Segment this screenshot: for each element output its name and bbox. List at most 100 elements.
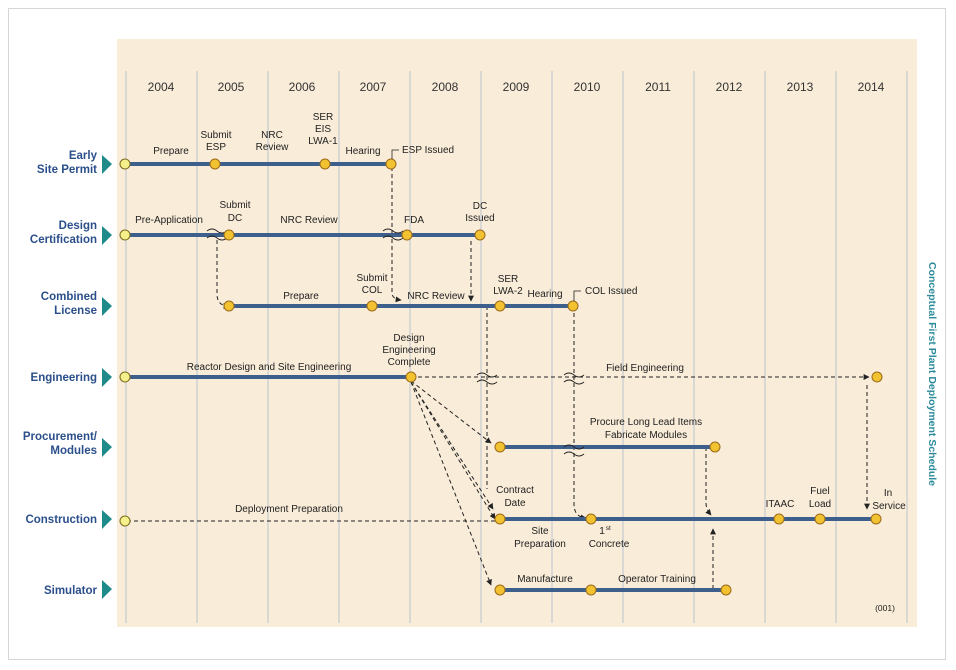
row-label-engineering: Engineering [31, 372, 97, 384]
milestone-manufacture-end [585, 584, 597, 596]
start-milestone [119, 229, 131, 241]
timeline-band [117, 39, 917, 627]
label-operator-training: Operator Training [618, 574, 696, 585]
milestone-sim-start [494, 584, 506, 596]
milestone-submit-esp [209, 158, 221, 170]
row-label-construction: Construction [25, 514, 97, 526]
figure-frame: 2004 2005 2006 2007 2008 2009 2010 2011 … [8, 8, 946, 660]
year-label: 2010 [574, 80, 601, 94]
break-mark [563, 372, 585, 385]
leader-esp-issued [391, 149, 399, 159]
milestone-fuel-load [814, 513, 826, 525]
milestone-submit-dc [223, 229, 235, 241]
label-col-issued: COL Issued [585, 286, 637, 297]
start-milestone [119, 371, 131, 383]
label-dc-issued: DC Issued [465, 201, 494, 224]
schedule-bars [123, 162, 878, 592]
milestone-field-engineering-end [871, 371, 883, 383]
side-title: Conceptual First Plant Deployment Schedu… [926, 262, 938, 486]
row-arrowhead [102, 510, 112, 529]
connector-col-to-concrete [573, 306, 587, 521]
connector-eng-to-sim [410, 381, 492, 586]
year-label: 2013 [787, 80, 814, 94]
label-ser-lwa2: SER LWA-2 [493, 274, 523, 297]
label-reactor-design: Reactor Design and Site Engineering [187, 362, 352, 373]
row-label-simulator: Simulator [44, 585, 98, 597]
label-itaac: ITAAC [766, 499, 795, 510]
row-arrowhead [102, 580, 112, 599]
year-label: 2014 [858, 80, 885, 94]
row-arrowhead [102, 297, 112, 316]
label-hearing: Hearing [345, 146, 380, 157]
row-label-design-certification: Design Certification [30, 220, 97, 246]
milestone-col-start [223, 300, 235, 312]
label-prepare: Prepare [283, 291, 319, 302]
label-nrc-review: NRC Review [407, 291, 465, 302]
label-first-concrete: 1st Concrete [589, 525, 630, 550]
start-milestone [119, 515, 131, 527]
label-ser-eis-lwa1: SER EIS LWA-1 [308, 112, 338, 147]
milestone-proc-end [709, 441, 721, 453]
annotations-construction: Deployment Preparation Contract Date Site… [235, 485, 906, 550]
row-label-procurement-modules: Procurement/Modules [23, 431, 98, 457]
milestone-ser-eis [319, 158, 331, 170]
year-label: 2006 [289, 80, 316, 94]
label-hearing: Hearing [527, 289, 562, 300]
milestone-in-service [870, 513, 882, 525]
figure-code: (001) [875, 603, 895, 613]
annotations-procurement: Procure Long Lead Items Fabricate Modules [590, 417, 702, 441]
milestone-itaac [773, 513, 785, 525]
break-mark [476, 372, 498, 385]
connector-fda-to-col [391, 239, 402, 303]
label-nrc-review: NRC Review [256, 130, 290, 153]
row-arrowheads [102, 155, 112, 599]
label-pre-application: Pre-Application [135, 215, 203, 226]
row-arrowhead [102, 438, 112, 457]
label-prepare: Prepare [153, 146, 189, 157]
label-manufacture: Manufacture [517, 574, 573, 585]
milestones [119, 158, 883, 596]
label-nrc-review: NRC Review [280, 215, 338, 226]
row-arrowhead [102, 155, 112, 174]
milestone-contract-date [494, 513, 506, 525]
annotations-col: Prepare Submit COL NRC Review SER LWA-2 He… [283, 273, 637, 302]
row-arrowhead [102, 226, 112, 245]
connector-eng-to-site [410, 381, 496, 520]
year-label: 2004 [148, 80, 175, 94]
leader-col-issued [573, 290, 581, 301]
row-labels: Early Site Permit Design Certification Com… [23, 150, 98, 597]
annotations-esp: Prepare Submit ESP NRC Review SER EIS LWA-1 … [153, 112, 454, 159]
break-mark [382, 228, 404, 241]
year-label: 2009 [503, 80, 530, 94]
milestone-ser-lwa2 [494, 300, 506, 312]
label-contract-date: Contract Date [496, 485, 534, 509]
milestone-fda [401, 229, 413, 241]
label-submit-col: Submit COL [356, 273, 387, 296]
milestone-training-end [720, 584, 732, 596]
connector-proc-to-itaac [705, 447, 712, 516]
annotations-engineering: Reactor Design and Site Engineering Desi… [187, 333, 684, 374]
milestone-col-issued [567, 300, 579, 312]
milestone-submit-col [366, 300, 378, 312]
label-field-engineering: Field Engineering [606, 363, 684, 374]
row-label-early-site-permit: Early Site Permit [37, 150, 98, 176]
year-label: 2011 [645, 80, 671, 94]
label-esp-issued: ESP Issued [402, 145, 454, 156]
label-in-service: In Service [872, 488, 906, 512]
label-submit-esp: Submit ESP [200, 130, 231, 153]
year-labels: 2004 2005 2006 2007 2008 2009 2010 2011 … [148, 80, 885, 94]
milestone-design-complete [405, 371, 417, 383]
break-mark [563, 444, 585, 457]
year-label: 2005 [218, 80, 245, 94]
start-milestone [119, 158, 131, 170]
label-deployment-prep: Deployment Preparation [235, 504, 343, 515]
label-procure: Procure Long Lead Items Fabricate Modules [590, 417, 702, 441]
row-label-combined-license: Combined License [41, 291, 97, 317]
milestone-esp-issued [385, 158, 397, 170]
break-marks [206, 228, 585, 457]
annotations-simulator: Manufacture Operator Training [517, 574, 696, 585]
label-design-complete: Design Engineering Complete [382, 333, 435, 368]
deployment-schedule-diagram: 2004 2005 2006 2007 2008 2009 2010 2011 … [23, 39, 938, 627]
milestone-first-concrete [585, 513, 597, 525]
row-arrowhead [102, 368, 112, 387]
